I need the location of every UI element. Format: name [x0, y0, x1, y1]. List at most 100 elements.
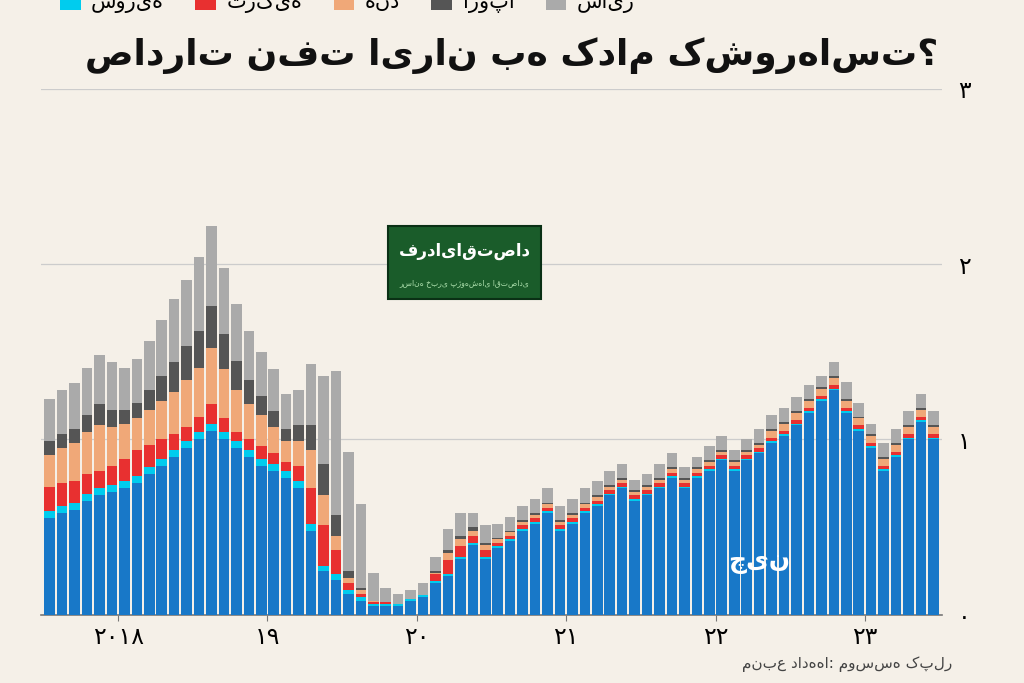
Bar [44, 518, 55, 615]
Bar [256, 395, 266, 415]
Text: فردایاقتصاد: فردایاقتصاد [398, 242, 530, 260]
Bar [318, 566, 329, 571]
Bar [418, 583, 428, 596]
Bar [679, 467, 690, 478]
Bar [915, 417, 927, 420]
Bar [169, 434, 179, 450]
Bar [654, 487, 665, 488]
Bar [206, 423, 217, 430]
Bar [244, 450, 254, 457]
Bar [455, 513, 466, 535]
Bar [543, 503, 553, 504]
Bar [331, 550, 341, 574]
Bar [44, 441, 55, 455]
Bar [891, 443, 901, 445]
Bar [705, 471, 715, 615]
Bar [281, 394, 292, 429]
Bar [642, 475, 652, 485]
Bar [741, 455, 752, 459]
Bar [580, 504, 590, 507]
Bar [393, 606, 403, 615]
Bar [144, 475, 155, 615]
Bar [804, 385, 814, 399]
Bar [219, 432, 229, 439]
Bar [194, 432, 205, 439]
Bar [754, 445, 764, 448]
Bar [293, 426, 304, 441]
Bar [82, 432, 92, 475]
Bar [555, 529, 565, 531]
Bar [717, 450, 727, 451]
Bar [567, 515, 578, 518]
Bar [468, 535, 478, 543]
Bar [418, 596, 428, 597]
Bar [766, 430, 777, 438]
Bar [729, 471, 739, 615]
Bar [355, 590, 367, 594]
Bar [866, 434, 877, 436]
Bar [281, 471, 292, 478]
Bar [679, 488, 690, 615]
Bar [705, 460, 715, 462]
Bar [754, 454, 764, 615]
Bar [442, 550, 454, 553]
Bar [915, 408, 927, 410]
Bar [766, 441, 777, 443]
Bar [630, 492, 640, 495]
Bar [741, 450, 752, 451]
Bar [331, 371, 341, 515]
Bar [480, 525, 490, 543]
Bar [804, 408, 814, 411]
Bar [331, 580, 341, 615]
Bar [616, 488, 628, 615]
Bar [654, 488, 665, 615]
Bar [306, 364, 316, 426]
Bar [853, 426, 864, 429]
Bar [853, 419, 864, 426]
Bar [169, 362, 179, 392]
Bar [729, 466, 739, 469]
Bar [206, 430, 217, 615]
Bar [529, 513, 541, 515]
Bar [555, 506, 565, 520]
Bar [106, 492, 117, 615]
Bar [44, 512, 55, 518]
Bar [804, 399, 814, 401]
Bar [741, 460, 752, 615]
Bar [816, 376, 826, 387]
Bar [567, 513, 578, 515]
Bar [580, 488, 590, 503]
Bar [493, 548, 503, 615]
Bar [891, 429, 901, 443]
Bar [729, 450, 739, 460]
Bar [804, 413, 814, 615]
Bar [82, 475, 92, 494]
Bar [231, 305, 242, 361]
Bar [119, 423, 130, 459]
Bar [381, 602, 391, 604]
Bar [691, 469, 702, 473]
Bar [131, 484, 142, 615]
Bar [592, 482, 602, 495]
Bar [616, 487, 628, 488]
Bar [281, 441, 292, 462]
Bar [592, 497, 602, 501]
Bar [691, 467, 702, 469]
Bar [555, 522, 565, 525]
Bar [555, 520, 565, 522]
Text: صادرات نفت ایران به کدام کشورهاست؟: صادرات نفت ایران به کدام کشورهاست؟ [85, 38, 939, 74]
Bar [468, 544, 478, 615]
Bar [493, 538, 503, 540]
Bar [355, 504, 367, 589]
Bar [891, 451, 901, 455]
Bar [778, 408, 790, 422]
Bar [529, 499, 541, 513]
Bar [430, 571, 440, 572]
Bar [903, 438, 913, 439]
Bar [891, 457, 901, 615]
Bar [543, 513, 553, 615]
Bar [169, 457, 179, 615]
Bar [70, 482, 80, 503]
Bar [480, 550, 490, 557]
Bar [393, 604, 403, 606]
